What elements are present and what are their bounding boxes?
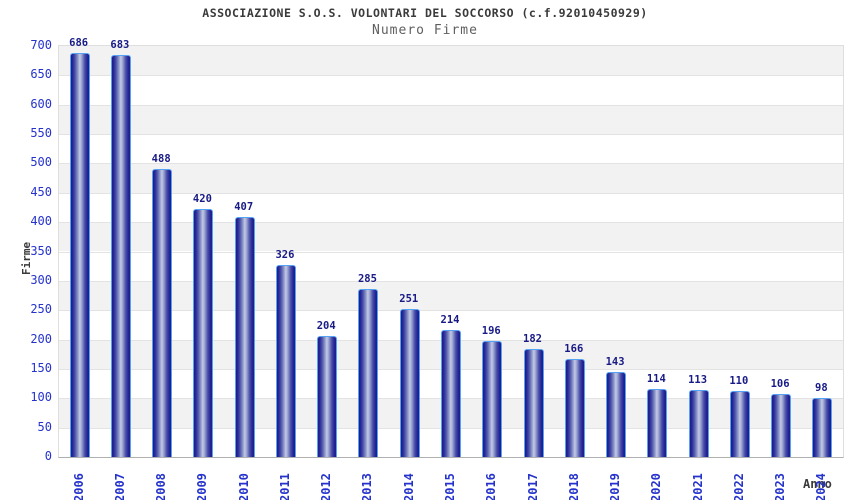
x-axis-tick-label: 2007: [112, 473, 127, 500]
bar-value-label: 113: [688, 373, 708, 386]
bar-value-label: 143: [605, 356, 625, 369]
bar-2013: [358, 288, 379, 457]
bar-2012: [317, 336, 338, 457]
x-axis-tick-label: 2006: [71, 473, 86, 500]
gridline: [59, 222, 843, 224]
x-axis-tick-label: 2018: [566, 473, 581, 500]
bar-2006: [69, 53, 90, 457]
y-axis-tick-label: 650: [30, 67, 52, 82]
gridline: [59, 310, 843, 312]
y-axis-tick-label: 600: [30, 96, 52, 111]
bar-value-label: 683: [110, 38, 130, 51]
bar-2010: [234, 217, 255, 457]
gridline: [59, 163, 843, 165]
plot-band: [59, 134, 843, 164]
bar-value-label: 407: [234, 201, 254, 214]
plot-band: [59, 104, 843, 135]
y-axis-tick-label: 300: [30, 272, 52, 287]
x-axis-tick-label: 2016: [484, 473, 499, 500]
bar-2016: [482, 340, 503, 457]
x-axis-tick-label: 2024: [814, 473, 829, 500]
x-axis-tick-label: 2008: [154, 473, 169, 500]
plot-band: [59, 46, 843, 76]
plot-band: [59, 280, 843, 311]
gridline: [59, 104, 843, 106]
gridline: [59, 251, 843, 253]
bar-value-label: 98: [815, 382, 828, 395]
bar-2024: [812, 398, 833, 457]
x-axis-tick-label: 2017: [525, 473, 540, 500]
bar-value-label: 114: [646, 373, 666, 386]
bar-2015: [441, 330, 461, 457]
x-axis-tick-label: 2013: [360, 473, 375, 500]
bar-2007: [110, 54, 131, 457]
bar-2014: [399, 308, 420, 457]
x-axis-title: Anno: [803, 477, 832, 491]
plot-area: [58, 45, 844, 458]
gridline: [59, 192, 843, 194]
y-axis-tick-label: 100: [30, 390, 52, 405]
x-axis-tick-label: 2012: [319, 473, 334, 500]
y-axis-tick-label: 350: [30, 243, 52, 258]
bar-2017: [523, 349, 544, 457]
bar-value-label: 106: [770, 377, 790, 390]
bar-2011: [275, 264, 296, 457]
x-axis-tick-label: 2009: [195, 473, 210, 500]
x-axis-tick-label: 2022: [731, 473, 746, 500]
y-axis-tick-label: 0: [44, 449, 52, 463]
bar-2020: [647, 389, 668, 457]
gridline: [59, 280, 843, 282]
x-axis-tick-label: 2010: [236, 473, 251, 500]
bar-value-label: 488: [151, 153, 171, 166]
y-axis-tick-label: 450: [30, 184, 52, 199]
x-axis-tick-label: 2021: [690, 473, 705, 500]
plot-band: [59, 75, 843, 105]
y-axis-tick-label: 700: [30, 38, 52, 52]
x-axis-tick-label: 2023: [773, 473, 788, 500]
bar-2022: [729, 391, 750, 457]
bar-value-label: 166: [564, 342, 584, 355]
bar-value-label: 686: [69, 37, 89, 50]
y-axis-tick-label: 200: [30, 331, 52, 346]
y-axis-tick-label: 500: [30, 155, 52, 170]
y-axis-tick-label: 400: [30, 214, 52, 229]
x-axis-tick-label: 2020: [649, 473, 664, 500]
bar-value-label: 214: [440, 314, 460, 327]
bar-value-label: 326: [275, 248, 295, 261]
bar-2021: [688, 389, 709, 457]
bar-value-label: 420: [192, 193, 212, 206]
bar-2018: [564, 358, 585, 457]
plot-band: [59, 251, 843, 281]
bar-value-label: 285: [357, 272, 377, 285]
x-axis-tick-label: 2019: [608, 473, 623, 500]
y-axis-tick-label: 150: [30, 360, 52, 375]
bar-2023: [771, 393, 792, 457]
bar-value-label: 110: [729, 375, 749, 388]
x-axis-tick-label: 2011: [277, 473, 292, 500]
bar-2009: [193, 209, 214, 457]
bar-2019: [606, 372, 627, 457]
gridline: [59, 75, 843, 77]
x-axis-tick-label: 2015: [443, 473, 457, 500]
plot-band: [59, 192, 843, 223]
bar-2008: [152, 169, 173, 457]
bar-value-label: 204: [316, 320, 336, 333]
y-axis-tick-label: 250: [30, 302, 52, 317]
bar-value-label: 251: [399, 292, 419, 305]
y-axis-tick-label: 550: [30, 126, 52, 141]
chart-title: ASSOCIAZIONE S.O.S. VOLONTARI DEL SOCCOR…: [202, 6, 648, 20]
bar-value-label: 182: [523, 333, 542, 346]
y-axis-tick-label: 50: [37, 419, 52, 434]
bar-value-label: 196: [481, 324, 501, 337]
x-axis-tick-label: 2014: [401, 473, 416, 500]
gridline: [59, 134, 843, 136]
plot-band: [59, 222, 843, 252]
chart-subtitle: Numero Firme: [372, 23, 478, 38]
plot-band: [59, 163, 843, 193]
